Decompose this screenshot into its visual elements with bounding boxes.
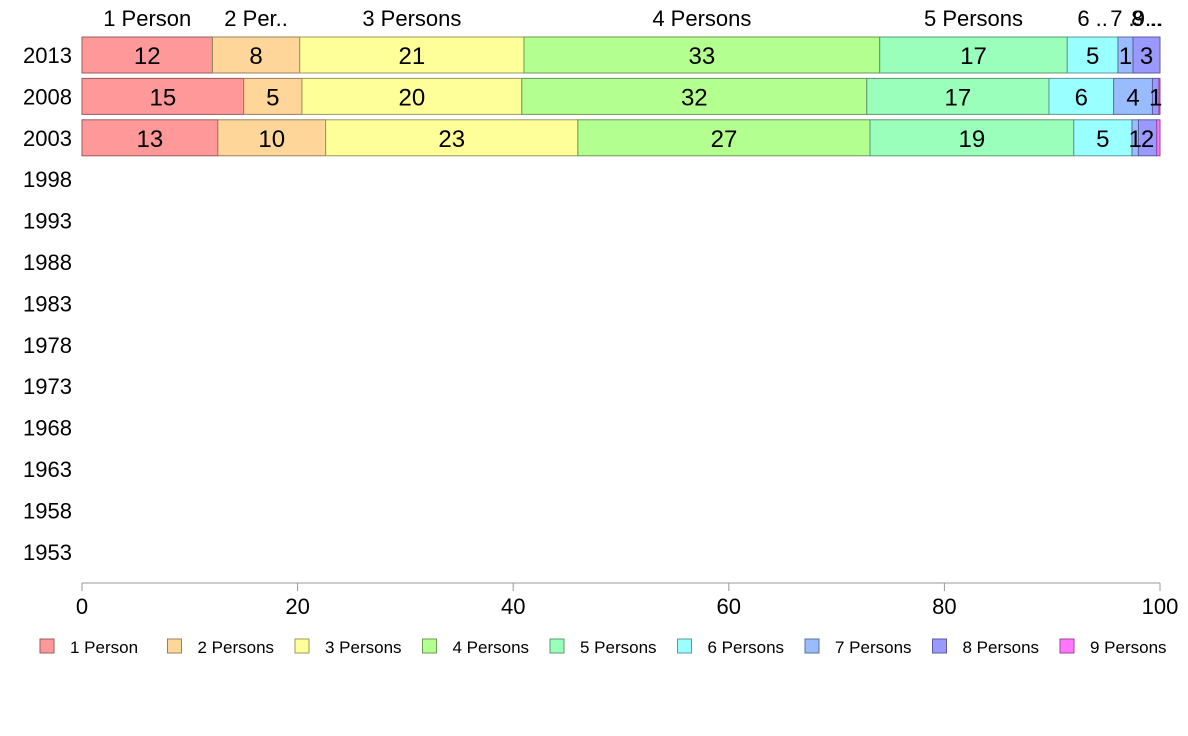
bar-segment-label: 1 (1119, 43, 1132, 70)
bar-segment-label: 32 (681, 84, 708, 111)
legend-label: 1 Person (70, 638, 138, 657)
bar-segment (217, 119, 327, 157)
segment-top-label: 2 Per.. (224, 6, 288, 31)
legend-swatch (932, 638, 947, 654)
bar-segment-label: 21 (399, 43, 426, 70)
legend-swatch (422, 638, 437, 654)
bars-group (81, 36, 1161, 157)
bar-segment (1066, 36, 1119, 74)
bar-segment (1156, 119, 1161, 157)
y-tick-label: 2008 (23, 84, 72, 109)
bar-segment (1073, 119, 1133, 157)
y-tick-label: 1988 (23, 250, 72, 275)
bar-segment (325, 119, 579, 157)
bar-segment (1132, 36, 1161, 74)
bar-segment-label: 6 (1075, 84, 1088, 111)
bar-segment (523, 36, 881, 74)
legend-label: 8 Persons (963, 638, 1040, 657)
legend-swatch (294, 638, 310, 654)
x-axis: 0 20 40 60 80 100 (76, 582, 1179, 619)
legend-label: 9 Persons (1090, 638, 1167, 657)
bar-segment-label: 27 (711, 126, 738, 153)
bar-segment (1113, 77, 1153, 115)
legend-label: 3 Persons (325, 638, 402, 657)
legend-label: 2 Persons (198, 638, 275, 657)
legend-label: 7 Persons (835, 638, 912, 657)
x-tick-label: 60 (717, 594, 741, 619)
bar-segment-label: 8 (249, 43, 262, 70)
bar-segment-label: 2 (1141, 126, 1154, 153)
y-tick-label: 1978 (23, 333, 72, 358)
bar-segment (243, 77, 303, 115)
y-tick-label: 1993 (23, 209, 72, 234)
y-tick-label: 1998 (23, 167, 72, 192)
bar-segment-label: 17 (960, 43, 987, 70)
legend-swatch (1059, 638, 1075, 654)
bar-segment-label: 13 (137, 126, 164, 153)
bar-segment-label: 1 (1129, 126, 1142, 153)
bar-segment-label: 4 (1126, 84, 1139, 111)
bar-segment-label: 5 (1086, 43, 1099, 70)
bar-segment-label: 33 (688, 43, 715, 70)
y-tick-label: 1958 (23, 498, 72, 523)
y-tick-label: 1953 (23, 540, 72, 565)
bar-segment-label: 12 (134, 43, 161, 70)
bar-segment-label: 23 (438, 126, 465, 153)
legend-swatch (677, 638, 692, 654)
segment-top-label: 4 Persons (652, 6, 751, 31)
bar-segment (299, 36, 525, 74)
segment-top-label: 8 .. (1131, 6, 1162, 31)
legend-label: 5 Persons (580, 638, 657, 657)
bar-segment (879, 36, 1068, 74)
legend-swatch (167, 638, 182, 654)
y-tick-label: 2003 (23, 126, 72, 151)
segment-top-label: 9... (1133, 6, 1164, 31)
bar-segment-label: 3 (1140, 43, 1153, 70)
bar-segment (301, 77, 523, 115)
segment-top-label: 6 .. (1077, 6, 1108, 31)
bar-segment (866, 77, 1050, 115)
y-tick-label: 1983 (23, 291, 72, 316)
bar-segment-label: 5 (266, 84, 279, 111)
bar-segment-label: 20 (399, 84, 426, 111)
segment-top-labels-group: 1 Person 2 Per.. 3 Persons 4 Persons 5 Perso… (103, 6, 1163, 31)
segment-top-label: 5 Persons (924, 6, 1023, 31)
y-tick-label: 1968 (23, 416, 72, 441)
legend-label: 4 Persons (453, 638, 530, 657)
legend-swatch (549, 638, 565, 654)
y-tick-label: 2013 (23, 43, 72, 68)
bar-segment (521, 77, 868, 115)
bar-segment-label: 10 (258, 126, 285, 153)
segment-top-label: 1 Person (103, 6, 191, 31)
segment-labels-group: 12 8 21 33 17 5 1 315 5 20 32 17 6 4 113 10 23 27 19 5 1 2 (134, 43, 1163, 153)
legend-swatch (39, 638, 55, 654)
bar-segment (869, 119, 1075, 157)
bar-segment (81, 36, 213, 74)
legend-swatch (804, 638, 820, 654)
legend: 1 Person 2 Persons 3 Persons 4 Persons 5 Per… (39, 638, 1167, 657)
x-tick-label: 0 (76, 594, 88, 619)
x-tick-label: 100 (1142, 594, 1179, 619)
segment-top-label: 7 .. (1110, 6, 1141, 31)
bar-segment (81, 77, 245, 115)
bar-segment (1158, 77, 1161, 115)
bar-segment (1048, 77, 1115, 115)
bar-segment-label: 17 (945, 84, 972, 111)
y-tick-label: 1963 (23, 457, 72, 482)
bar-segment (81, 119, 219, 157)
bar-segment (211, 36, 301, 74)
bar-segment-label: 19 (959, 126, 986, 153)
bar-segment-label: 5 (1096, 126, 1109, 153)
bar-segment-label: 15 (149, 84, 176, 111)
legend-label: 6 Persons (708, 638, 785, 657)
y-tick-label: 1973 (23, 374, 72, 399)
x-tick-label: 40 (501, 594, 525, 619)
x-tick-label: 20 (285, 594, 309, 619)
bar-segment-label: 1 (1149, 84, 1162, 111)
x-tick-label: 80 (932, 594, 956, 619)
y-axis: 2013 2008 2003 1998 1993 1988 1983 1978 1973 1968… (23, 43, 72, 565)
segment-top-label: 3 Persons (362, 6, 461, 31)
